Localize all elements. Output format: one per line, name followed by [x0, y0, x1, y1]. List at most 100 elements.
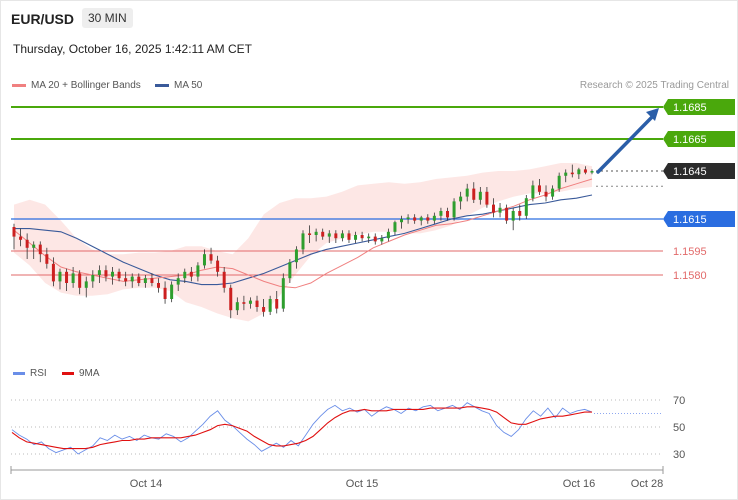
- candle: [84, 276, 88, 298]
- candle-body: [386, 231, 390, 239]
- legend-rsi-label: RSI: [30, 368, 47, 379]
- candle: [498, 203, 502, 218]
- candle: [19, 228, 23, 247]
- candle-body: [255, 300, 259, 307]
- candle-body: [485, 191, 489, 205]
- candle: [518, 204, 522, 221]
- level-label-1.1685: 1.1685: [673, 102, 707, 114]
- candle-body: [157, 283, 160, 288]
- candle-body: [564, 172, 568, 176]
- candle-body: [268, 299, 272, 312]
- candle-body: [439, 211, 443, 216]
- legend-rsi: RSI: [13, 368, 47, 379]
- candle-body: [176, 278, 180, 285]
- x-tick-label: Oct 16: [563, 478, 595, 490]
- legend-ma20-label: MA 20 + Bollinger Bands: [31, 80, 141, 91]
- candle: [419, 215, 423, 226]
- candle: [354, 231, 358, 243]
- candle: [104, 265, 108, 282]
- candle: [393, 220, 397, 235]
- candle-body: [288, 262, 292, 279]
- candle-body: [248, 300, 252, 304]
- candle: [183, 268, 187, 283]
- candle: [262, 299, 266, 317]
- candle-body: [235, 302, 239, 311]
- candle-body: [216, 260, 220, 272]
- candle: [570, 164, 574, 178]
- candle-body: [524, 198, 528, 216]
- candle: [65, 268, 69, 291]
- candle: [360, 231, 364, 242]
- candle: [373, 233, 377, 245]
- candle-body: [71, 273, 75, 283]
- candle: [347, 230, 351, 243]
- timeframe-badge[interactable]: 30 MIN: [82, 8, 133, 28]
- candle-body: [262, 307, 266, 312]
- candle: [137, 273, 141, 287]
- candle-body: [163, 287, 167, 299]
- candle-body: [432, 215, 436, 221]
- level-badge-1.1665: [663, 131, 735, 147]
- candle: [38, 241, 42, 263]
- candle: [242, 295, 246, 311]
- candle: [288, 259, 292, 283]
- candle: [71, 267, 75, 288]
- candle: [216, 255, 220, 277]
- candle: [32, 241, 36, 259]
- candle: [117, 268, 121, 282]
- candle: [327, 230, 331, 243]
- candle: [334, 230, 338, 243]
- ma20-swatch-icon: [12, 84, 26, 87]
- candle-body: [380, 238, 384, 242]
- candle-body: [511, 211, 515, 221]
- candle-body: [130, 276, 134, 282]
- candle: [340, 230, 344, 242]
- candle: [25, 233, 29, 259]
- candle: [176, 273, 180, 291]
- level-label-1.1645: 1.1645: [673, 166, 707, 178]
- candle: [551, 185, 555, 200]
- candle-body: [452, 201, 456, 218]
- legend-ma50-label: MA 50: [174, 80, 203, 91]
- level-label-1.1595: 1.1595: [673, 246, 707, 258]
- candle: [281, 273, 285, 312]
- candle: [163, 281, 167, 304]
- candle: [472, 182, 476, 203]
- candle-body: [229, 287, 233, 311]
- candle-body: [104, 270, 108, 277]
- candle: [446, 207, 449, 221]
- candle-body: [505, 207, 509, 221]
- candle: [386, 228, 390, 242]
- candle-body: [498, 207, 502, 213]
- candle: [531, 180, 535, 202]
- candle: [564, 169, 568, 183]
- candle-body: [491, 204, 495, 213]
- candle-body: [537, 185, 541, 192]
- candle: [485, 187, 489, 208]
- candle: [97, 265, 101, 283]
- candle-body: [314, 231, 318, 235]
- candle-body: [294, 249, 298, 263]
- candle-body: [209, 254, 213, 261]
- x-tick-label: Oct 14: [130, 478, 162, 490]
- candle: [478, 187, 482, 205]
- candle: [301, 230, 305, 255]
- candle-body: [583, 169, 587, 173]
- candle: [157, 278, 160, 293]
- rsi-ma-swatch-icon: [62, 372, 74, 375]
- candle-body: [170, 284, 174, 299]
- candle: [491, 198, 495, 218]
- candle: [544, 185, 548, 202]
- candle: [314, 228, 318, 242]
- candle: [143, 275, 147, 288]
- level-badge-1.1615: [663, 211, 735, 227]
- candle-body: [84, 281, 88, 288]
- candle-body: [393, 222, 397, 232]
- candle-body: [111, 271, 115, 277]
- candle: [78, 270, 82, 295]
- candle: [130, 273, 134, 288]
- rsi-tick-label: 70: [673, 395, 685, 407]
- candle-body: [544, 191, 548, 197]
- candle: [222, 267, 226, 293]
